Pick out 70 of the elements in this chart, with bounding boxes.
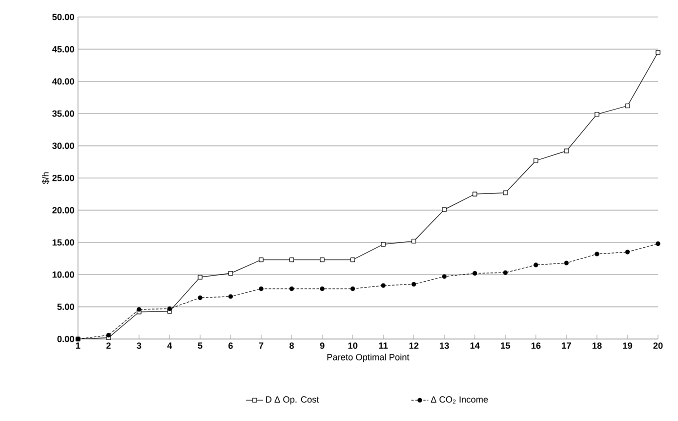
point	[106, 332, 111, 338]
x-tick-label: 8	[289, 342, 294, 349]
y-tick-label: 35.00	[52, 110, 74, 117]
point	[594, 252, 600, 256]
point	[625, 250, 630, 254]
x-tick-label: 14	[470, 342, 480, 349]
point	[136, 307, 142, 312]
point	[412, 238, 416, 244]
point	[258, 286, 264, 292]
x-tick-label: 5	[198, 342, 202, 349]
y-tick-label: 10.00	[52, 271, 74, 278]
x-tick-label: 6	[228, 342, 233, 349]
y-tick-label: 25.00	[52, 174, 74, 182]
x-tick-label: 15	[500, 342, 510, 349]
point	[198, 274, 202, 280]
point	[350, 286, 356, 292]
point	[503, 270, 508, 275]
x-tick-label: 3	[136, 342, 142, 349]
x-tick-label: 9	[320, 342, 324, 349]
x-tick-label: 11	[379, 342, 388, 349]
point	[656, 50, 660, 55]
point	[412, 282, 416, 287]
legend-label: Δ CO$_{2}$ Income	[430, 396, 488, 404]
x-tick-label: 17	[562, 342, 572, 349]
y-tick-label: 45.00	[52, 46, 74, 52]
x-tick-label: 20	[653, 342, 663, 349]
point	[320, 257, 325, 262]
y-tick-label: 0.00	[57, 336, 74, 342]
y-tick-label: 5.00	[57, 304, 74, 310]
point	[442, 207, 447, 212]
point	[564, 260, 569, 266]
x-tick-label: 4	[167, 342, 172, 349]
x-tick-label: 13	[440, 342, 449, 349]
point	[503, 190, 508, 196]
point	[289, 286, 294, 292]
x-tick-label: 12	[409, 342, 418, 349]
point	[442, 274, 447, 279]
point	[289, 257, 294, 262]
point	[198, 295, 202, 300]
point	[258, 257, 264, 262]
point	[380, 242, 386, 247]
point	[472, 271, 478, 276]
point	[534, 262, 538, 268]
point	[167, 306, 172, 312]
point	[228, 294, 233, 299]
point	[594, 112, 600, 117]
x-tick-label: 18	[592, 342, 602, 349]
point	[228, 271, 233, 276]
y-tick-label: 20.00	[52, 207, 74, 214]
point	[380, 283, 386, 288]
x-tick-label: 16	[531, 342, 541, 349]
x-axis-title: Pareto Optimal Point	[327, 354, 410, 362]
y-axis-title: $/h	[42, 172, 50, 184]
x-tick-label: 7	[259, 342, 264, 349]
point	[625, 104, 630, 108]
x-tick-label: 19	[623, 342, 632, 349]
x-tick-label: 1	[76, 342, 80, 349]
point	[656, 241, 660, 246]
y-tick-label: 50.00	[52, 14, 74, 20]
point	[320, 286, 325, 292]
legend-label: D Δ Op. Cost	[266, 396, 319, 404]
point	[564, 148, 569, 154]
y-tick-label: 15.00	[52, 239, 74, 246]
point	[534, 158, 538, 163]
y-tick-label: 40.00	[52, 78, 74, 85]
x-tick-label: 10	[348, 342, 358, 349]
point	[350, 257, 356, 262]
x-tick-label: 2	[106, 342, 111, 349]
point	[472, 192, 478, 196]
y-tick-label: 30.00	[52, 142, 74, 149]
